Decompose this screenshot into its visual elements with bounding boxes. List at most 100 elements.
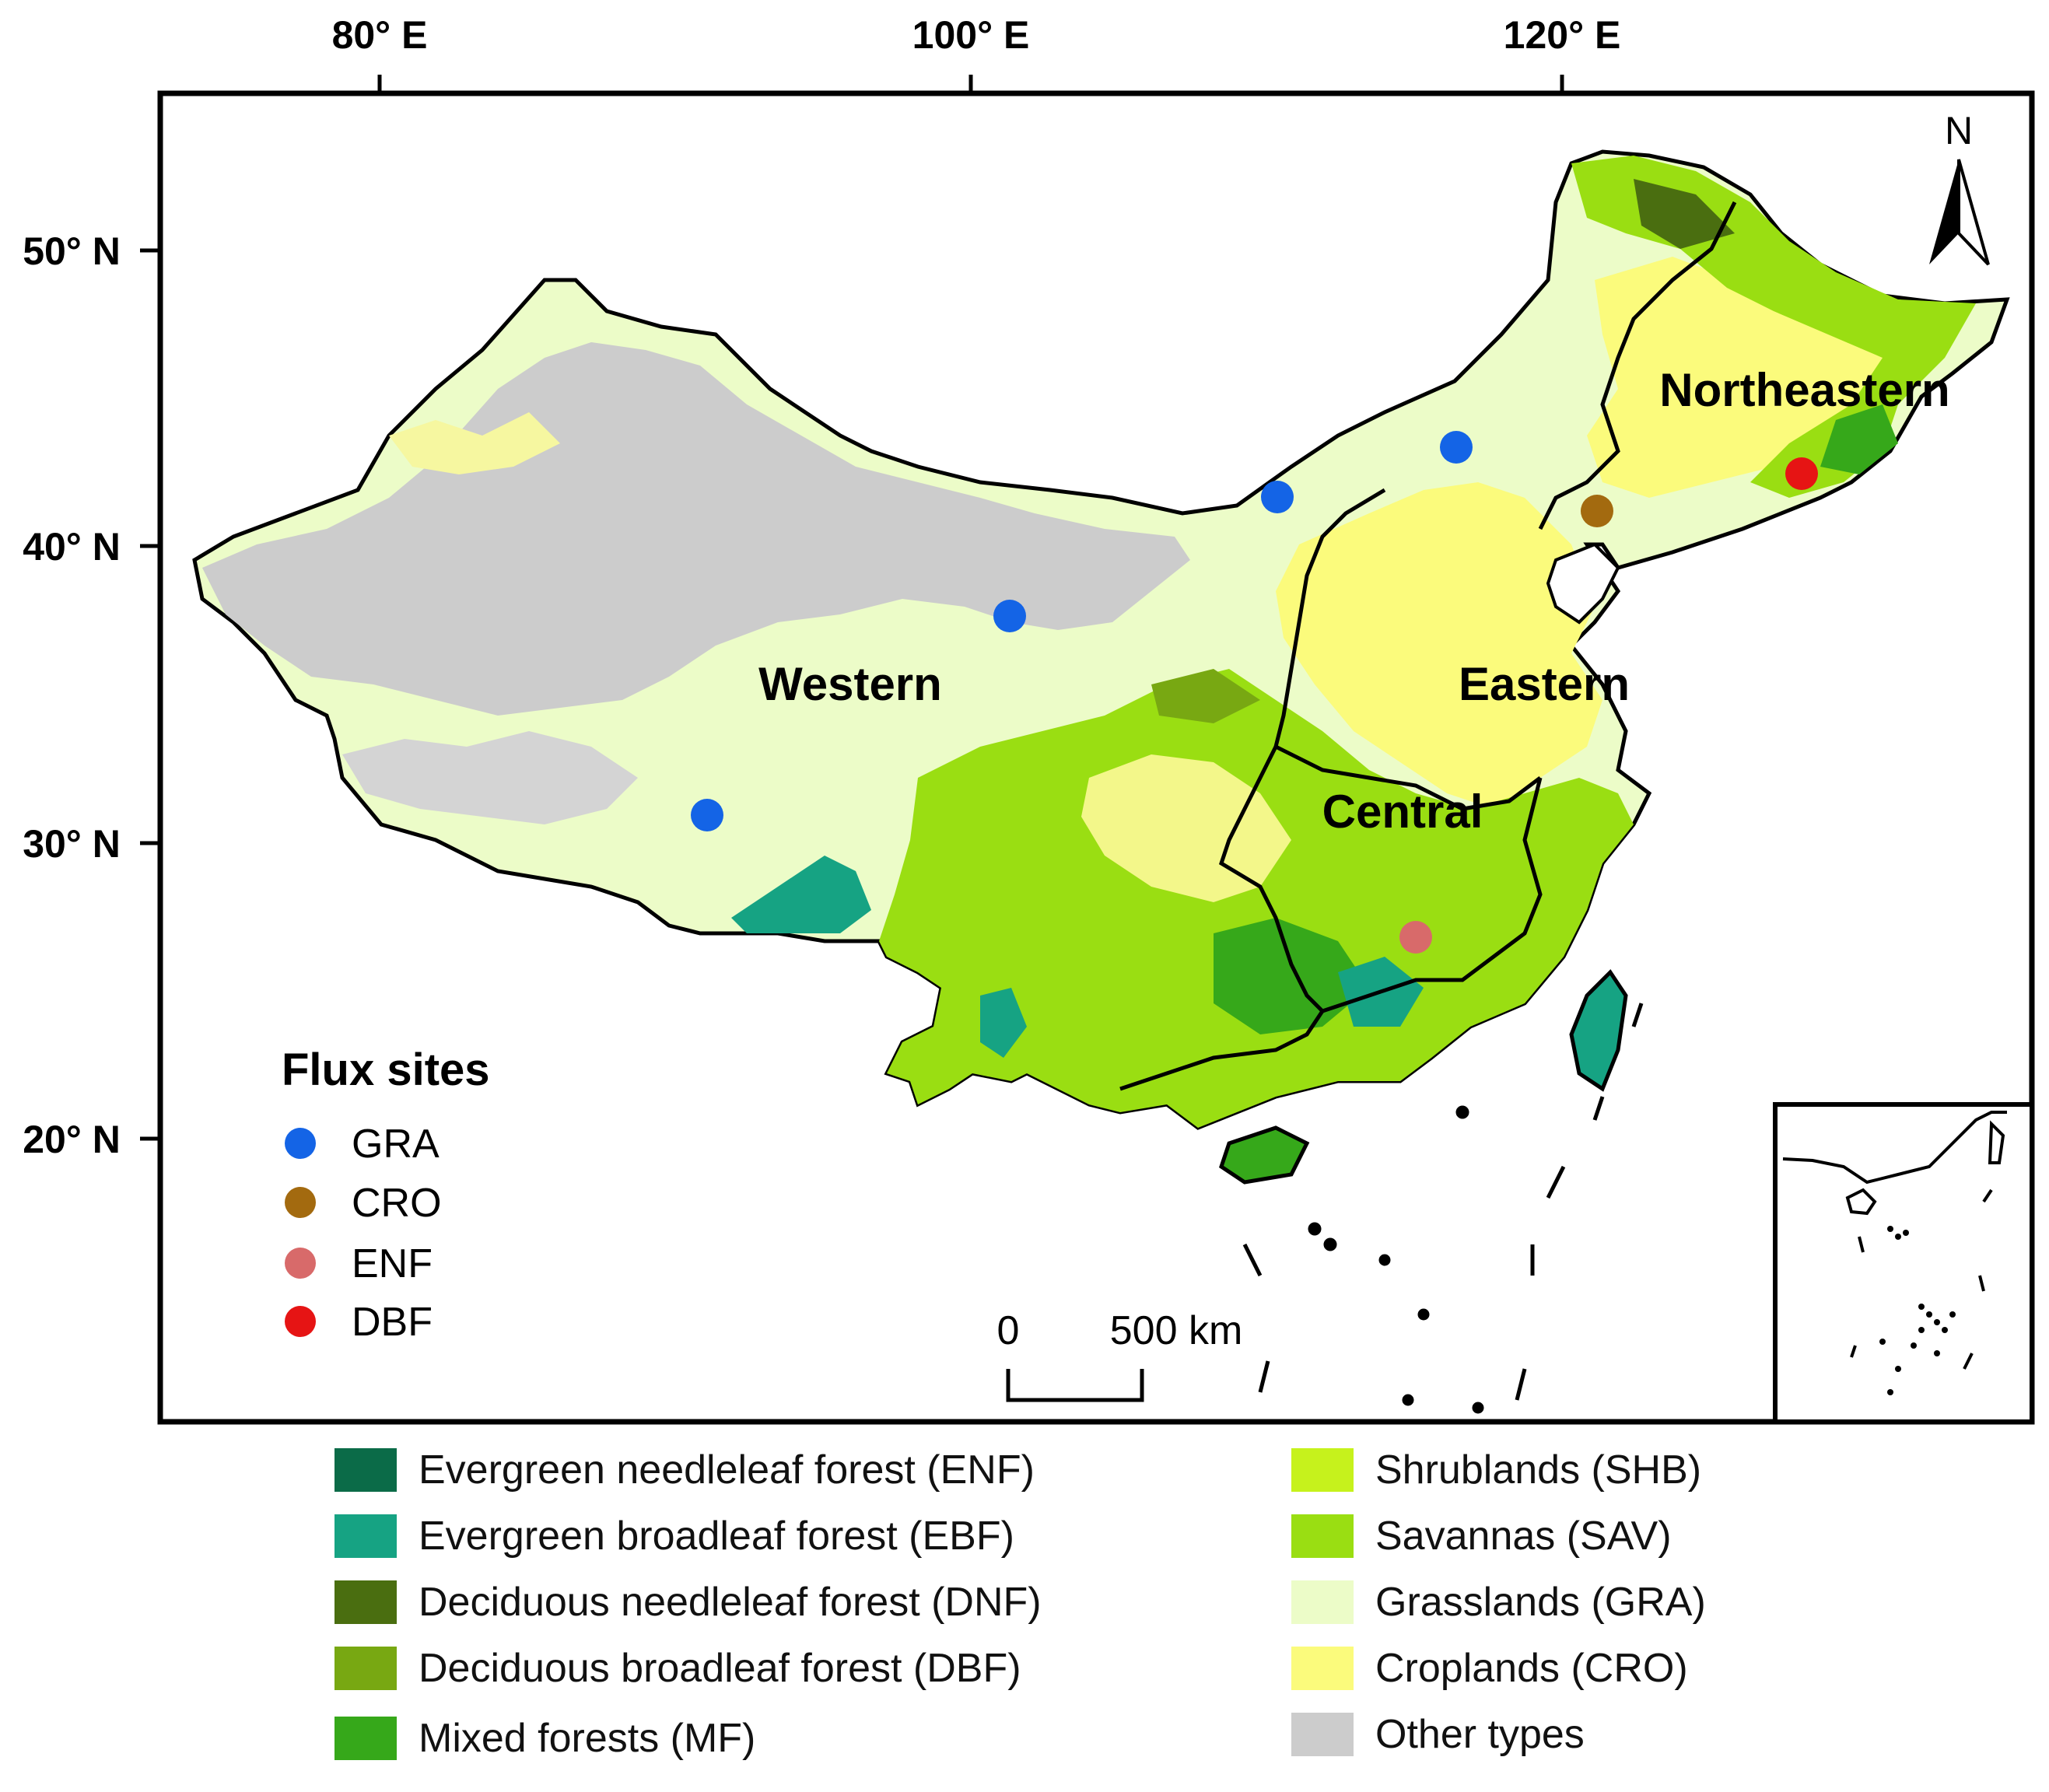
flux-site-dbf[interactable] (1785, 457, 1818, 490)
flux-legend-dot-dbf (285, 1306, 316, 1337)
savanna-south (879, 669, 1634, 1128)
island-dot (1472, 1402, 1484, 1414)
boundary-western-eastern (1273, 488, 1386, 747)
legend-swatch (334, 1717, 397, 1760)
region-boundaries (1119, 201, 1737, 1091)
legend-swatch (334, 1647, 397, 1690)
island-dot (1455, 1105, 1469, 1119)
land-cover-legend: Evergreen needleleaf forest (ENF) Evergr… (0, 1447, 2049, 1792)
forest-northeast-mixed (1820, 404, 1898, 474)
region-label-western: Western (758, 658, 942, 710)
ebf-himalaya (731, 856, 871, 933)
island-dot (1417, 1308, 1430, 1321)
lat-label-20: 20° N (23, 1118, 121, 1161)
boundary-central-south (1322, 777, 1543, 1013)
flux-legend-label-cro: CRO (352, 1181, 442, 1226)
inset-frame (1773, 1102, 2034, 1424)
lat-label-50: 50° N (23, 229, 121, 273)
latitude-axis: 50° N 40° N 30° N 20° N (23, 229, 160, 1161)
island-dot (1402, 1394, 1414, 1406)
legend-item-mf: Mixed forests (MF) (334, 1715, 755, 1762)
lon-label-100: 100° E (912, 13, 1030, 57)
inset-coastline (1782, 1111, 2007, 1185)
flux-site-gra[interactable] (691, 799, 723, 831)
lat-label-40: 40° N (23, 525, 121, 569)
legend-item-ebf: Evergreen broadleaf forest (EBF) (334, 1513, 1014, 1559)
inset-taiwan (1988, 1120, 2005, 1164)
cropland-north (389, 412, 560, 474)
flux-site-gra[interactable] (1440, 431, 1473, 464)
legend-swatch (1291, 1647, 1354, 1690)
island-dot (1323, 1237, 1337, 1251)
island-dash (1592, 1096, 1605, 1121)
legend-label: Evergreen needleleaf forest (ENF) (419, 1447, 1035, 1493)
longitude-axis: 80° E 100° E 120° E (332, 13, 1620, 93)
legend-item-gra: Grasslands (GRA) (1291, 1579, 1706, 1626)
flux-site-enf[interactable] (1399, 921, 1432, 954)
flux-sites-legend: Flux sites GRA CRO ENF DBF (282, 1045, 490, 1345)
flux-site-cro[interactable] (1581, 495, 1613, 527)
island-dot (1308, 1222, 1322, 1236)
cropland-northeast (1587, 257, 1906, 498)
mixed-forest-south (1214, 918, 1369, 1034)
land-cover-layer (192, 149, 2010, 1185)
island-dash (1515, 1368, 1527, 1401)
legend-label: Croplands (CRO) (1375, 1646, 1688, 1691)
flux-legend-dot-cro (285, 1187, 316, 1218)
other-types-area (202, 342, 1190, 716)
legend-swatch (334, 1580, 397, 1624)
legend-item-dnf: Deciduous needleleaf forest (DNF) (334, 1579, 1042, 1626)
cropland-eastern (1276, 482, 1602, 809)
legend-label: Other types (1375, 1712, 1585, 1757)
flux-legend-label-enf: ENF (352, 1241, 433, 1286)
boundary-western-south (1119, 1010, 1325, 1091)
inset-map (1773, 1102, 2034, 1424)
scale-bar: 0 500 km (997, 1308, 1243, 1402)
region-label-northeastern: Northeastern (1659, 364, 1949, 416)
other-types-plateau (342, 731, 638, 824)
legend-label: Deciduous needleleaf forest (DNF) (419, 1580, 1042, 1625)
legend-label: Savannas (SAV) (1375, 1514, 1672, 1559)
island-dash (1546, 1165, 1566, 1199)
boundary-central-west (1218, 745, 1324, 1013)
dbf-central (1151, 669, 1260, 723)
island-dash (1258, 1360, 1270, 1393)
south-sea-islands (1242, 1003, 1644, 1414)
legend-item-dbf: Deciduous broadleaf forest (DBF) (334, 1645, 1021, 1692)
boundary-eastern-central (1274, 744, 1542, 811)
legend-item-sav: Savannas (SAV) (1291, 1513, 1672, 1559)
legend-label: Mixed forests (MF) (419, 1716, 756, 1761)
flux-legend-dot-gra (285, 1128, 316, 1159)
island-dash (1631, 1003, 1644, 1027)
legend-label: Shrublands (SHB) (1375, 1447, 1702, 1493)
flux-legend-title: Flux sites (282, 1045, 490, 1095)
scale-bar-line (1006, 1369, 1144, 1402)
legend-swatch (334, 1514, 397, 1558)
region-label-eastern: Eastern (1459, 658, 1630, 710)
legend-label: Grasslands (GRA) (1375, 1580, 1706, 1625)
flux-site-gra[interactable] (1261, 481, 1294, 513)
flux-legend-label-dbf: DBF (352, 1300, 433, 1345)
legend-item-other: Other types (1291, 1711, 1585, 1758)
legend-item-enf: Evergreen needleleaf forest (ENF) (334, 1447, 1035, 1493)
legend-swatch (1291, 1580, 1354, 1624)
legend-item-shb: Shrublands (SHB) (1291, 1447, 1701, 1493)
region-label-central: Central (1322, 786, 1483, 838)
inset-hainan (1845, 1188, 1877, 1216)
north-arrow-icon (1929, 159, 1990, 266)
legend-swatch (334, 1448, 397, 1492)
legend-swatch (1291, 1514, 1354, 1558)
bohai-sea (1546, 542, 1620, 625)
flux-site-markers (691, 431, 1818, 954)
legend-swatch (1291, 1448, 1354, 1492)
legend-label: Deciduous broadleaf forest (DBF) (419, 1646, 1021, 1691)
china-land-cover-map: 80° E 100° E 120° E 50° N 40° N 30° N 20… (23, 13, 2035, 1425)
scale-bar-start-label: 0 (997, 1308, 1020, 1353)
north-arrow-label: N (1945, 109, 1973, 152)
taiwan-island (1569, 969, 1628, 1092)
flux-site-gra[interactable] (993, 600, 1026, 632)
flux-legend-dot-enf (285, 1248, 316, 1279)
cropland-central (1081, 754, 1291, 902)
island-dot (1378, 1254, 1391, 1266)
scale-bar-end-label: 500 km (1110, 1308, 1243, 1353)
